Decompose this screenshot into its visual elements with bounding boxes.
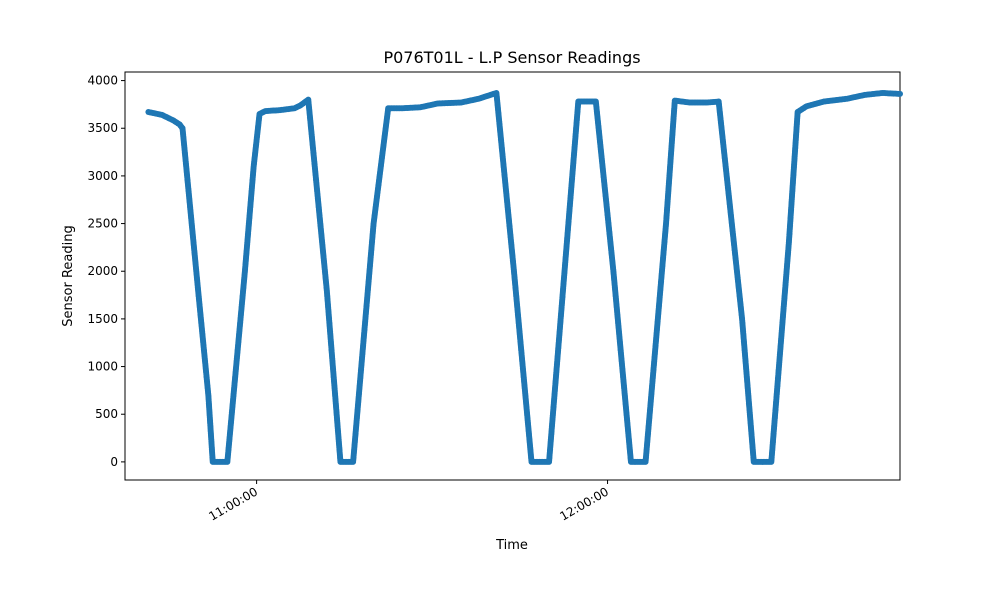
chart-title: P076T01L - L.P Sensor Readings [383, 48, 640, 67]
y-tick-label: 2500 [87, 217, 118, 231]
y-tick-label: 4000 [87, 74, 118, 88]
x-axis: 11:00:00 12:00:00 [206, 480, 611, 524]
plot-frame [124, 71, 901, 481]
data-point [897, 90, 903, 97]
y-tick-label: 3000 [87, 169, 118, 183]
y-axis-label: Sensor Reading [61, 225, 76, 326]
y-tick-label: 1500 [87, 312, 118, 326]
data-points [145, 89, 903, 465]
x-tick-label: 11:00:00 [206, 484, 260, 523]
y-tick-label: 0 [110, 455, 118, 469]
y-axis: 0 500 1000 1500 2000 2500 3000 3500 4000 [87, 74, 125, 469]
y-tick-label: 500 [95, 407, 118, 421]
x-axis-label: Time [495, 538, 528, 553]
x-tick-label: 12:00:00 [557, 484, 611, 523]
y-tick-label: 3500 [87, 121, 118, 135]
y-tick-label: 1000 [87, 360, 118, 374]
y-tick-label: 2000 [87, 264, 118, 278]
